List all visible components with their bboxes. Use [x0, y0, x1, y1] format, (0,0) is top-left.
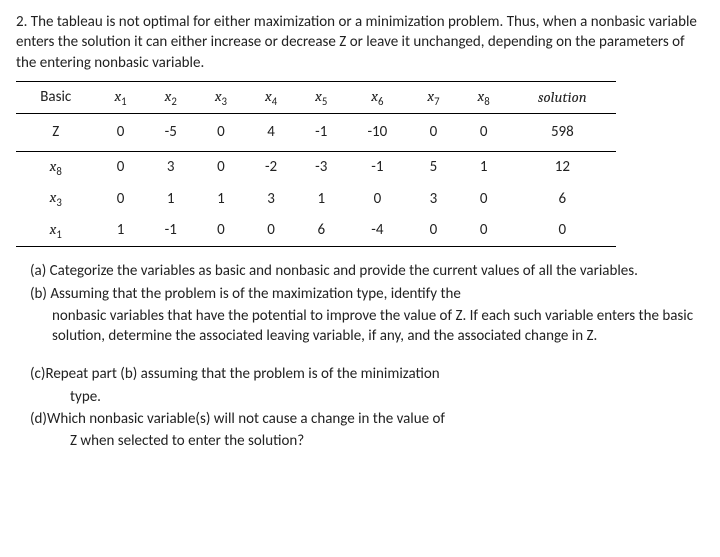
r3-x2: -1: [146, 215, 196, 247]
r3-x1: 1: [95, 215, 145, 247]
part-a: (a) Categorize the variables as basic an…: [16, 261, 704, 281]
hdr-x1: x1: [95, 81, 145, 114]
r2-x6: 0: [346, 183, 408, 215]
table-row: x8 0 3 0 -2 -3 -1 5 1 12: [16, 151, 616, 183]
r3-sol: 0: [509, 215, 616, 247]
r1-x3: 0: [196, 151, 246, 183]
part-b-lead: (b) Assuming that the problem is of the …: [16, 284, 704, 304]
z-x7: 0: [408, 114, 458, 151]
r2-x1: 0: [95, 183, 145, 215]
r1-x4: -2: [246, 151, 296, 183]
hdr-x5: x5: [296, 81, 346, 114]
r2-sol: 6: [509, 183, 616, 215]
hdr-x8: x8: [459, 81, 509, 114]
z-x8: 0: [459, 114, 509, 151]
hdr-x3: x3: [196, 81, 246, 114]
r3-x3: 0: [196, 215, 246, 247]
r3-x4: 0: [246, 215, 296, 247]
r2-basic: x3: [16, 183, 95, 215]
r3-x5: 6: [296, 215, 346, 247]
z-basic: Z: [16, 114, 95, 151]
r1-x7: 5: [408, 151, 458, 183]
part-d-lead: (d)Which nonbasic variable(s) will not c…: [16, 409, 704, 429]
z-x2: -5: [146, 114, 196, 151]
r1-sol: 12: [509, 151, 616, 183]
hdr-x2: x2: [146, 81, 196, 114]
r1-basic: x8: [16, 151, 95, 183]
z-row: Z 0 -5 0 4 -1 -10 0 0 598: [16, 114, 616, 151]
hdr-x6: x6: [346, 81, 408, 114]
part-b-cont: nonbasic variables that have the potenti…: [16, 306, 704, 347]
tableau: Basic x1 x2 x3 x4 x5 x6 x7 x8 solution Z…: [16, 81, 616, 248]
problem-number: 2.: [16, 13, 27, 31]
r2-x4: 3: [246, 183, 296, 215]
z-x6: -10: [346, 114, 408, 151]
r1-x1: 0: [95, 151, 145, 183]
table-header: Basic x1 x2 x3 x4 x5 x6 x7 x8 solution: [16, 81, 616, 114]
hdr-x7: x7: [408, 81, 458, 114]
hdr-solution: solution: [509, 81, 616, 114]
z-x5: -1: [296, 114, 346, 151]
table-row: x1 1 -1 0 0 6 -4 0 0 0: [16, 215, 616, 247]
r2-x3: 1: [196, 183, 246, 215]
z-x1: 0: [95, 114, 145, 151]
intro-text: The tableau is not optimal for either ma…: [16, 13, 697, 72]
r2-x8: 0: [459, 183, 509, 215]
r1-x2: 3: [146, 151, 196, 183]
r2-x2: 1: [146, 183, 196, 215]
r3-basic: x1: [16, 215, 95, 247]
r1-x8: 1: [459, 151, 509, 183]
z-x4: 4: [246, 114, 296, 151]
r2-x5: 1: [296, 183, 346, 215]
problem-intro: 2. The tableau is not optimal for either…: [16, 12, 704, 73]
z-x3: 0: [196, 114, 246, 151]
part-c-cont: type.: [16, 387, 704, 407]
hdr-basic: Basic: [16, 81, 95, 114]
r3-x6: -4: [346, 215, 408, 247]
part-d-cont: Z when selected to enter the solution?: [16, 431, 704, 451]
r1-x5: -3: [296, 151, 346, 183]
r1-x6: -1: [346, 151, 408, 183]
r2-x7: 3: [408, 183, 458, 215]
questions-cd: (c)Repeat part (b) assuming that the pro…: [16, 364, 704, 451]
r3-x7: 0: [408, 215, 458, 247]
z-sol: 598: [509, 114, 616, 151]
table-row: x3 0 1 1 3 1 0 3 0 6: [16, 183, 616, 215]
r3-x8: 0: [459, 215, 509, 247]
questions: (a) Categorize the variables as basic an…: [16, 261, 704, 346]
part-c-lead: (c)Repeat part (b) assuming that the pro…: [16, 364, 704, 384]
hdr-x4: x4: [246, 81, 296, 114]
